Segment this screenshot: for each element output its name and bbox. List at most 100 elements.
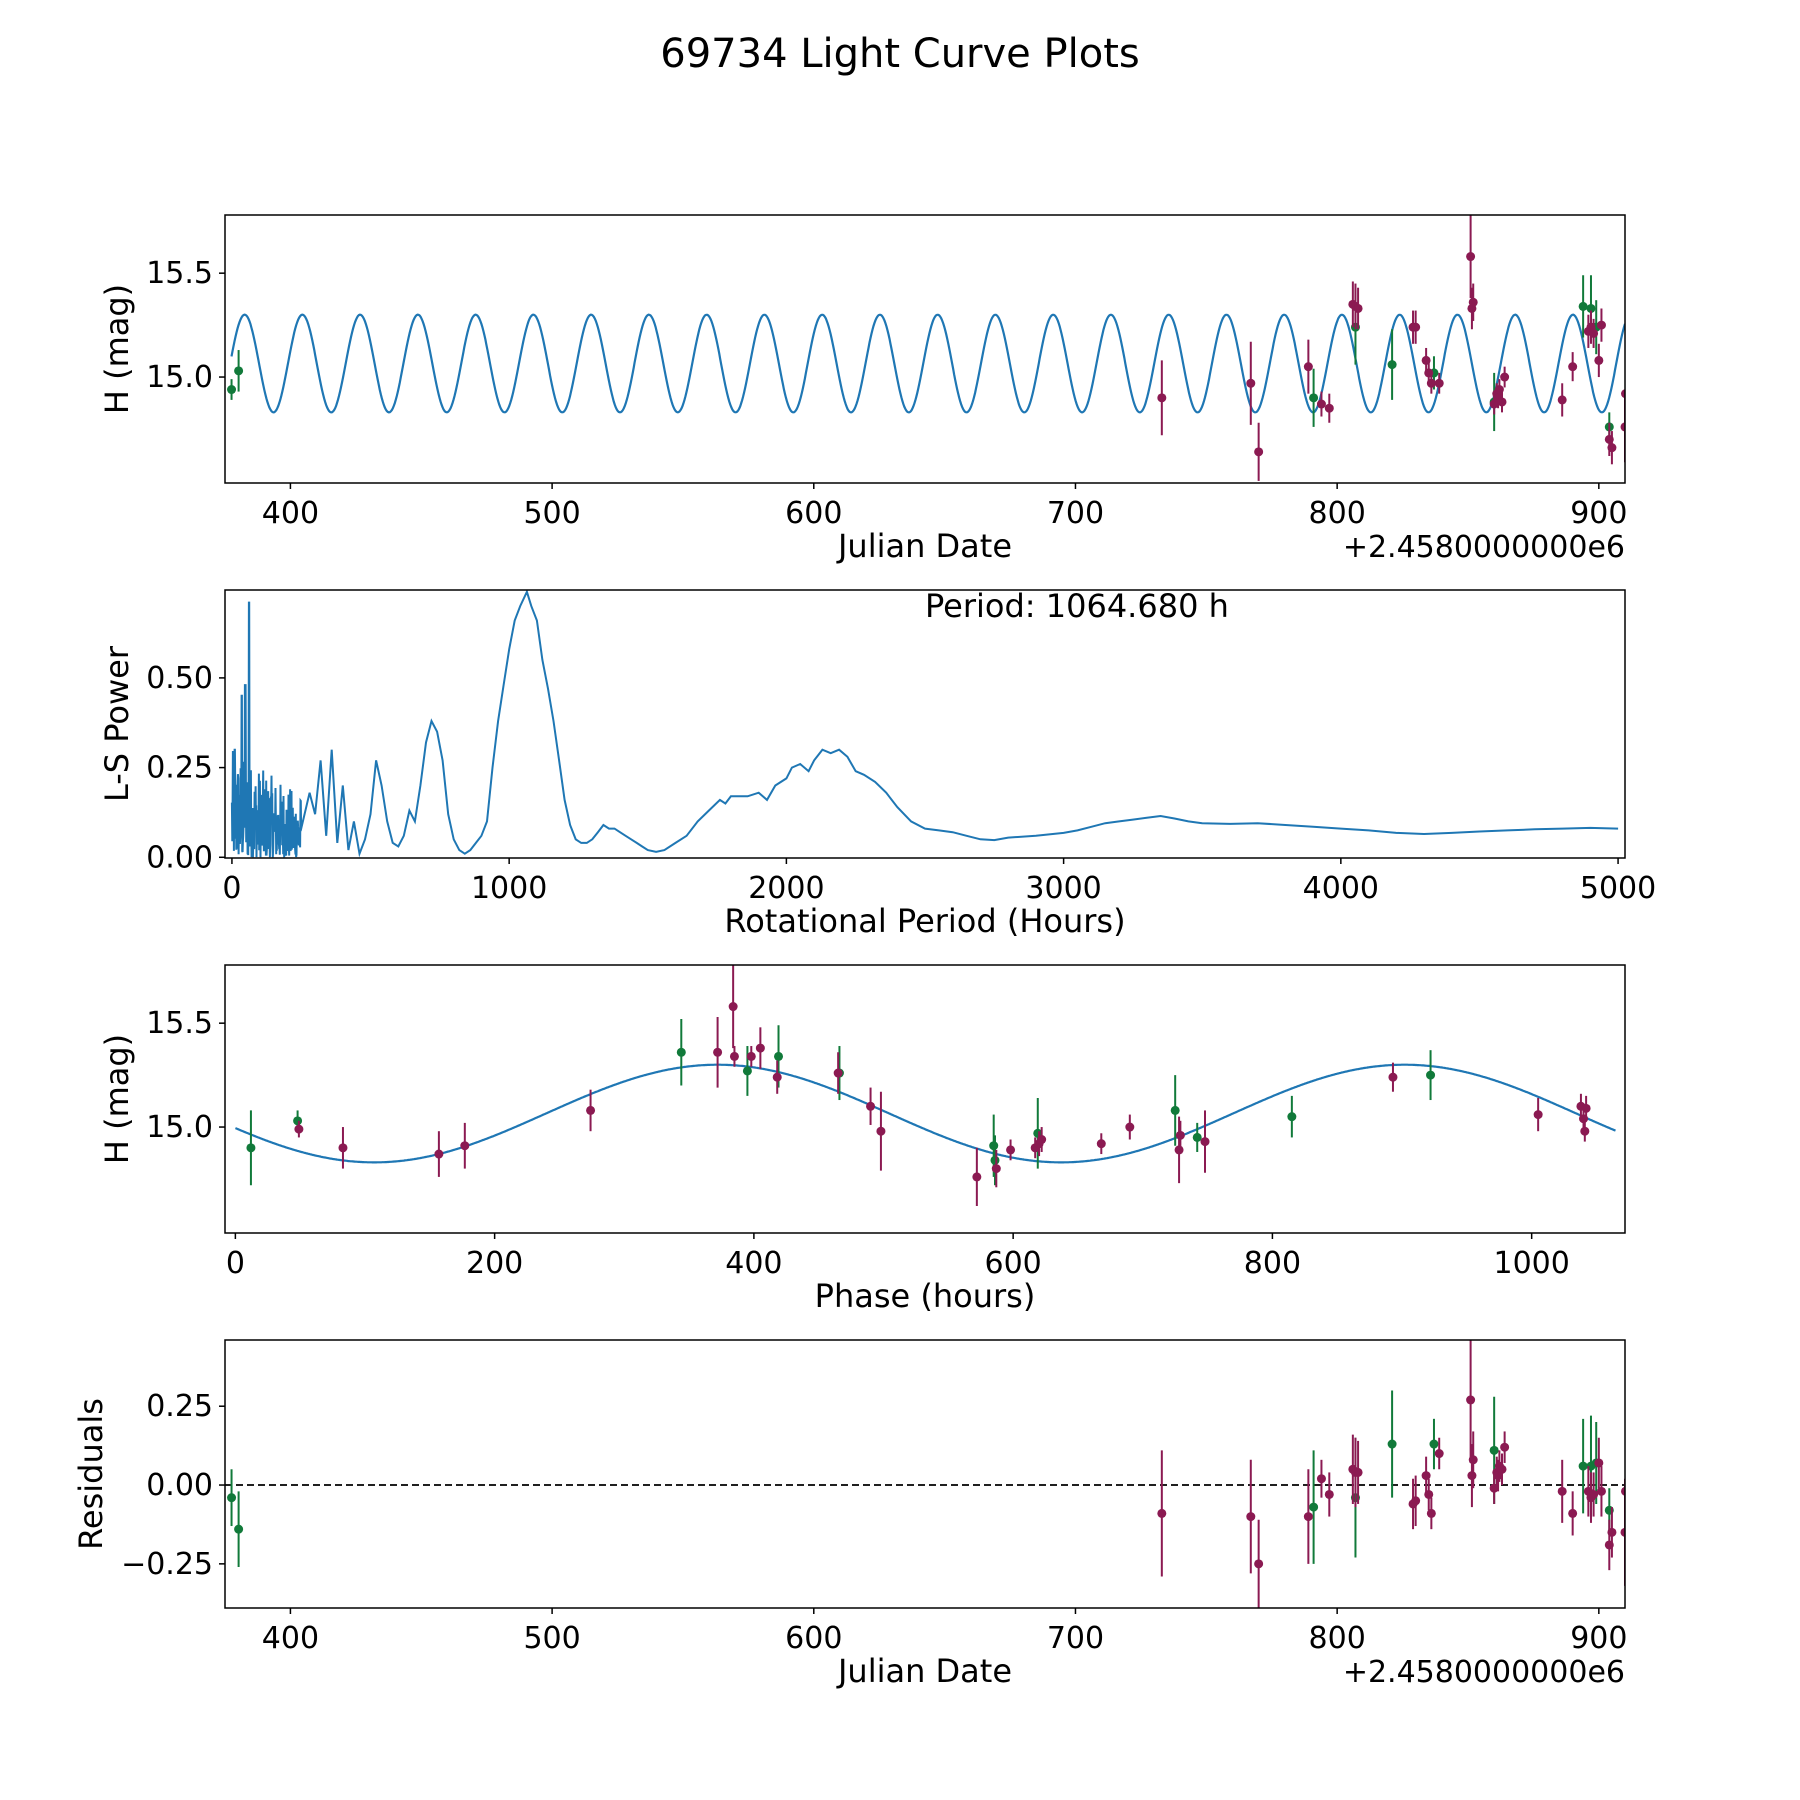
light-curve-point <box>1157 393 1167 403</box>
residuals-x-tick-label: 900 <box>1570 1621 1627 1656</box>
light-curve-point <box>234 366 244 376</box>
phase-point <box>713 1047 723 1057</box>
light-curve-point <box>1589 328 1599 338</box>
residuals-point <box>1324 1489 1334 1499</box>
residuals-x-tick-label: 500 <box>523 1621 580 1656</box>
light-curve-x-tick-label: 400 <box>262 496 319 531</box>
phase-point <box>742 1066 752 1076</box>
phase-point <box>434 1149 444 1159</box>
light-curve-point <box>1309 393 1319 403</box>
period-annotation: Period: 1064.680 h <box>925 587 1229 625</box>
residuals-point <box>1489 1445 1499 1455</box>
periodogram-x-tick-label: 3000 <box>1025 871 1101 906</box>
residuals-point <box>1411 1496 1421 1506</box>
light-curve-point <box>1434 378 1444 388</box>
phase-point <box>1287 1112 1297 1122</box>
phase-y-label: H (mag) <box>98 1034 136 1164</box>
phase-point <box>676 1047 686 1057</box>
periodogram-axes-frame <box>224 589 1626 859</box>
residuals-plot-area <box>225 1340 1625 1608</box>
light-curve-plot-area <box>227 215 1625 481</box>
periodogram-x-tick-label: 0 <box>222 871 241 906</box>
light-curve-point <box>1324 403 1334 413</box>
residuals-point <box>1157 1508 1167 1518</box>
phase-point <box>1581 1103 1591 1113</box>
residuals-point <box>1434 1449 1444 1459</box>
light-curve-point <box>1353 303 1363 313</box>
light-curve-point <box>1468 297 1478 307</box>
light-curve-y-label: H (mag) <box>98 284 136 414</box>
residuals-point <box>1254 1559 1264 1569</box>
phase-y-tick-label: 15.5 <box>146 1006 213 1041</box>
residuals-point <box>1426 1508 1436 1518</box>
light-curve-point <box>1316 399 1326 409</box>
phase-point <box>991 1164 1001 1174</box>
residuals-point <box>234 1524 244 1534</box>
residuals-point <box>1500 1442 1510 1452</box>
phase-point <box>866 1101 876 1111</box>
phase-point <box>1037 1135 1047 1145</box>
light-curve-point <box>1497 397 1507 407</box>
residuals-point <box>1468 1455 1478 1465</box>
phase-y-tick-label: 15.0 <box>146 1110 213 1145</box>
phase-point <box>1200 1137 1210 1147</box>
residuals-point <box>1421 1471 1431 1481</box>
light-curve-point <box>1387 360 1397 370</box>
panel-residuals: 400 500 600 700 800 900 −0.25 0.00 0.25 Julian … <box>72 1339 1627 1690</box>
phase-point <box>1175 1130 1185 1140</box>
residuals-point <box>1303 1512 1313 1522</box>
phase-x-label: Phase (hours) <box>815 1277 1036 1315</box>
light-curve-y-ticks: 15.0 15.5 <box>146 256 225 395</box>
light-curve-x-tick-label: 600 <box>785 496 842 531</box>
phase-point <box>293 1116 303 1126</box>
phase-point <box>1006 1145 1016 1155</box>
periodogram-x-tick-label: 4000 <box>1303 871 1379 906</box>
residuals-point <box>1353 1467 1363 1477</box>
residuals-point <box>1568 1508 1578 1518</box>
residuals-point <box>1316 1474 1326 1484</box>
light-curve-x-label: Julian Date <box>836 527 1012 565</box>
light-curve-offset-text: +2.4580000000e6 <box>1343 530 1625 565</box>
residuals-point <box>1621 1486 1625 1496</box>
phase-x-ticks: 0 200 400 600 800 1000 <box>226 1233 1570 1281</box>
residuals-x-tick-label: 800 <box>1309 1621 1366 1656</box>
periodogram-plot-area <box>230 590 1619 858</box>
phase-x-tick-label: 800 <box>1244 1246 1301 1281</box>
periodogram-y-label: L-S Power <box>98 645 136 802</box>
phase-model-curve <box>234 1063 1616 1164</box>
phase-x-tick-label: 200 <box>466 1246 523 1281</box>
periodogram-x-tick-label: 5000 <box>1580 871 1656 906</box>
light-curve-point <box>1620 422 1625 432</box>
light-curve-point <box>1607 443 1617 453</box>
phase-point <box>833 1068 843 1078</box>
periodogram-y-tick-label: 0.50 <box>146 661 213 696</box>
phase-point <box>990 1155 1000 1165</box>
phase-point <box>1096 1139 1106 1149</box>
residuals-x-tick-label: 700 <box>1047 1621 1104 1656</box>
panel-phase: 0 200 400 600 800 1000 15.0 15.5 Phase (hours)… <box>98 964 1626 1315</box>
light-curve-point <box>1500 372 1510 382</box>
phase-point <box>746 1051 756 1061</box>
residuals-x-ticks: 400 500 600 700 800 900 <box>262 1608 1627 1656</box>
phase-point <box>294 1124 304 1134</box>
phase-y-ticks: 15.0 15.5 <box>146 1006 225 1145</box>
phase-x-tick-label: 0 <box>226 1246 245 1281</box>
residuals-point <box>1309 1502 1319 1512</box>
phase-point <box>246 1143 256 1153</box>
periodogram-x-label: Rotational Period (Hours) <box>724 902 1125 940</box>
periodogram-x-tick-label: 1000 <box>471 871 547 906</box>
phase-axes-frame <box>224 964 1626 1234</box>
light-curve-point <box>1303 362 1313 372</box>
phase-point <box>755 1043 765 1053</box>
periodogram-y-ticks: 0.00 0.25 0.50 <box>146 661 225 875</box>
residuals-point <box>227 1493 237 1503</box>
phase-point <box>1192 1132 1202 1142</box>
phase-point <box>729 1051 739 1061</box>
light-curve-point <box>1594 355 1604 365</box>
light-curve-model-curve <box>230 313 1625 414</box>
light-curve-point <box>1426 378 1436 388</box>
residuals-axes-frame <box>224 1339 1626 1609</box>
residuals-point <box>1607 1527 1617 1537</box>
light-curve-point <box>227 385 237 395</box>
